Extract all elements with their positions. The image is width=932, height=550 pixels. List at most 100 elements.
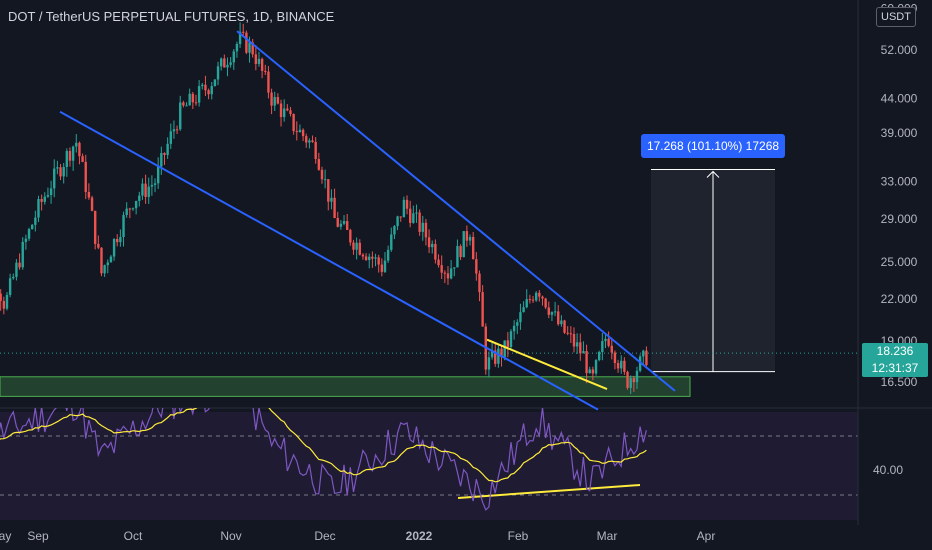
candle-body <box>538 292 541 297</box>
candle-body <box>534 292 538 301</box>
candle-body <box>449 268 453 279</box>
candle-body <box>279 103 283 118</box>
candle-body <box>399 216 402 218</box>
candle-body <box>613 352 617 363</box>
candle-body <box>251 42 254 55</box>
candle-body <box>216 66 220 80</box>
candle-body <box>575 342 579 347</box>
candle-body <box>616 362 620 369</box>
candle-body <box>65 151 69 167</box>
candle-body <box>635 370 639 383</box>
candle-body <box>434 243 437 260</box>
candle-body <box>377 257 380 265</box>
candle-body <box>84 161 87 192</box>
candle-body <box>607 338 610 346</box>
rsi-tick-label: 40.00 <box>873 463 903 477</box>
candle-body <box>298 129 302 133</box>
candle-body <box>585 351 588 374</box>
candle-body <box>431 243 434 248</box>
candle-body <box>295 131 298 133</box>
candle-body <box>15 262 18 277</box>
candle-body <box>204 84 207 91</box>
candle-body <box>494 350 497 364</box>
candle-body <box>40 199 43 202</box>
candle-body <box>408 208 412 223</box>
candle-body <box>150 184 154 187</box>
time-tick-label: Dec <box>314 529 335 543</box>
candle-body <box>471 236 475 260</box>
candle-body <box>242 31 245 33</box>
candle-body <box>21 241 24 268</box>
candle-body <box>254 54 258 64</box>
candle-body <box>27 229 31 239</box>
candle-body <box>588 369 591 374</box>
candle-body <box>314 141 317 160</box>
candle-body <box>339 223 343 227</box>
time-tick-label: Apr <box>697 529 716 543</box>
candle-body <box>364 256 368 260</box>
candle-body <box>160 153 163 167</box>
candle-body <box>604 338 607 342</box>
candle-body <box>138 195 141 201</box>
candle-body <box>116 239 119 243</box>
candle-body <box>352 242 355 250</box>
candle-body <box>53 168 56 189</box>
candle-body <box>390 234 393 250</box>
candle-body <box>289 110 292 114</box>
candle-body <box>188 93 191 106</box>
candle-body <box>516 322 519 326</box>
candle-body <box>43 196 46 202</box>
candle-body <box>286 108 289 111</box>
time-tick-label: Sep <box>27 529 49 543</box>
currency-unit-button[interactable]: USDT <box>876 7 916 27</box>
candle-body <box>179 102 182 130</box>
candle-body <box>563 320 566 333</box>
candle-body <box>144 183 147 197</box>
candle-body <box>245 32 248 53</box>
candle-body <box>345 221 349 230</box>
candle-body <box>465 231 469 241</box>
candle-body <box>368 256 371 260</box>
candle-body <box>481 292 484 327</box>
candle-body <box>569 333 573 335</box>
candle-body <box>541 296 544 299</box>
candle-body <box>638 356 642 371</box>
candle-body <box>93 210 97 244</box>
candle-body <box>323 179 327 181</box>
candle-body <box>418 212 421 232</box>
candle-body <box>330 197 333 202</box>
candle-body <box>125 208 128 216</box>
candle-body <box>81 156 84 162</box>
candle-body <box>632 378 636 383</box>
candle-body <box>131 208 135 210</box>
price-divergence-line <box>486 338 608 391</box>
candle-body <box>182 102 185 106</box>
candle-body <box>456 246 459 268</box>
candle-body <box>223 58 226 68</box>
candle-body <box>90 197 94 211</box>
candle-body <box>78 142 81 157</box>
candle-body <box>308 140 311 143</box>
candle-body <box>579 342 582 354</box>
candle-body <box>267 71 270 93</box>
price-tick-label: 29.000 <box>881 212 918 226</box>
candle-body <box>412 213 415 223</box>
candle-body <box>134 200 138 209</box>
candle-body <box>453 267 456 269</box>
candle-body <box>317 159 321 170</box>
candle-body <box>421 222 424 232</box>
rsi-ma-line <box>0 408 647 483</box>
candle-body <box>645 350 648 366</box>
candle-body <box>232 51 235 63</box>
candle-body <box>46 194 50 197</box>
candle-body <box>34 217 37 225</box>
candle-body <box>440 265 443 273</box>
candle-body <box>525 299 528 308</box>
price-tick-label: 25.000 <box>881 255 918 269</box>
candle-body <box>355 242 358 250</box>
bar-countdown: 12:31:37 <box>871 361 919 375</box>
price-tick-label: 52.000 <box>881 43 918 57</box>
measure-label: 17.268 (101.10%) 17268 <box>641 134 785 158</box>
candle-body <box>478 273 481 293</box>
